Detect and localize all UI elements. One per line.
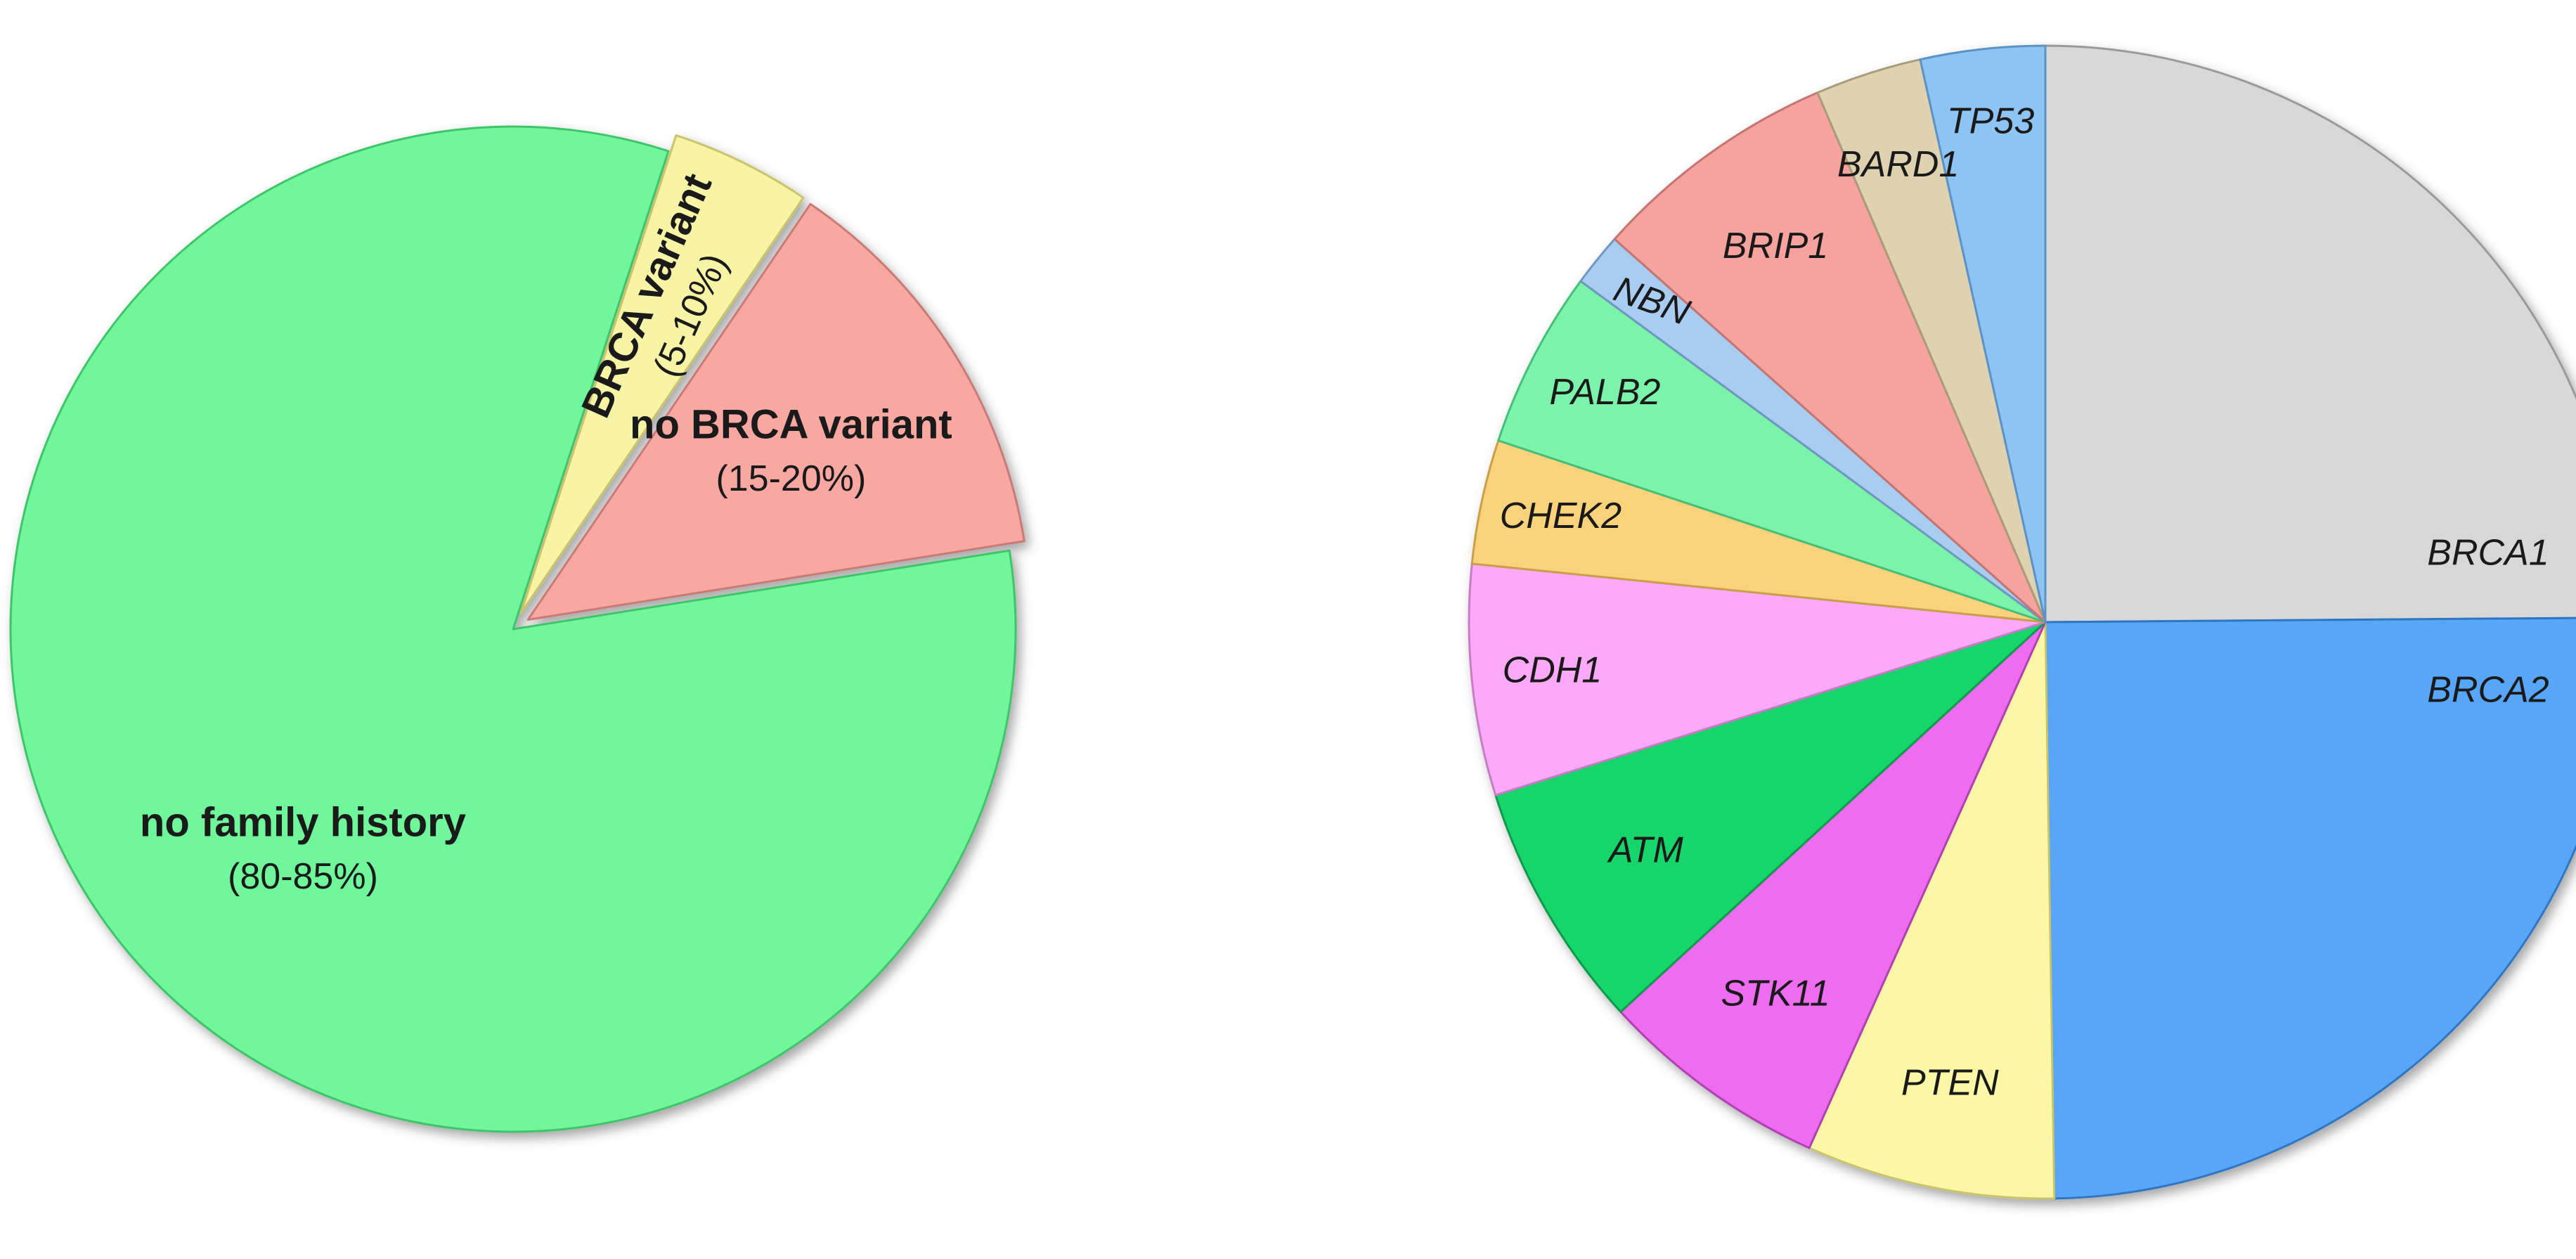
slice-tp53 (1919, 44, 2047, 624)
label-brca2: BRCA2 (2427, 670, 2549, 711)
label-brip1: BRIP1 (1723, 226, 1828, 266)
label-chek2: CHEK2 (1500, 496, 1622, 536)
label-no-family-history: no family history (140, 800, 466, 846)
pie-chart-family-history (9, 125, 1025, 1133)
slice-brip1 (1613, 91, 2047, 624)
label-no-brca-variant: no BRCA variant (630, 401, 952, 447)
slice-stk11 (1619, 621, 2047, 1149)
slice-brca2 (2044, 616, 2576, 1200)
slice-pten (1808, 621, 2056, 1200)
label-brca1: BRCA1 (2427, 533, 2549, 574)
sublabel-no-brca-variant: (15-20%) (716, 458, 866, 499)
slice-no-brca-variant (526, 202, 1025, 621)
slice-brca1 (2044, 44, 2576, 624)
label-tp53: TP53 (1947, 101, 2034, 142)
slice-cdh1 (1468, 562, 2047, 796)
label-atm: ATM (1607, 830, 1684, 871)
slice-palb2 (1497, 280, 2047, 624)
label-bard1: BARD1 (1837, 144, 1959, 185)
slice-atm (1494, 621, 2047, 1013)
slice-no-family-history (9, 125, 1017, 1133)
sublabel-no-family-history: (80-85%) (228, 856, 378, 897)
slice-brca-variant (519, 134, 805, 615)
pie-chart-gene-variants (1468, 44, 2576, 1200)
label-palb2: PALB2 (1549, 372, 1660, 413)
label-pten: PTEN (1901, 1062, 1999, 1103)
label-cdh1: CDH1 (1503, 650, 1603, 690)
label-stk11: STK11 (1721, 974, 1830, 1014)
